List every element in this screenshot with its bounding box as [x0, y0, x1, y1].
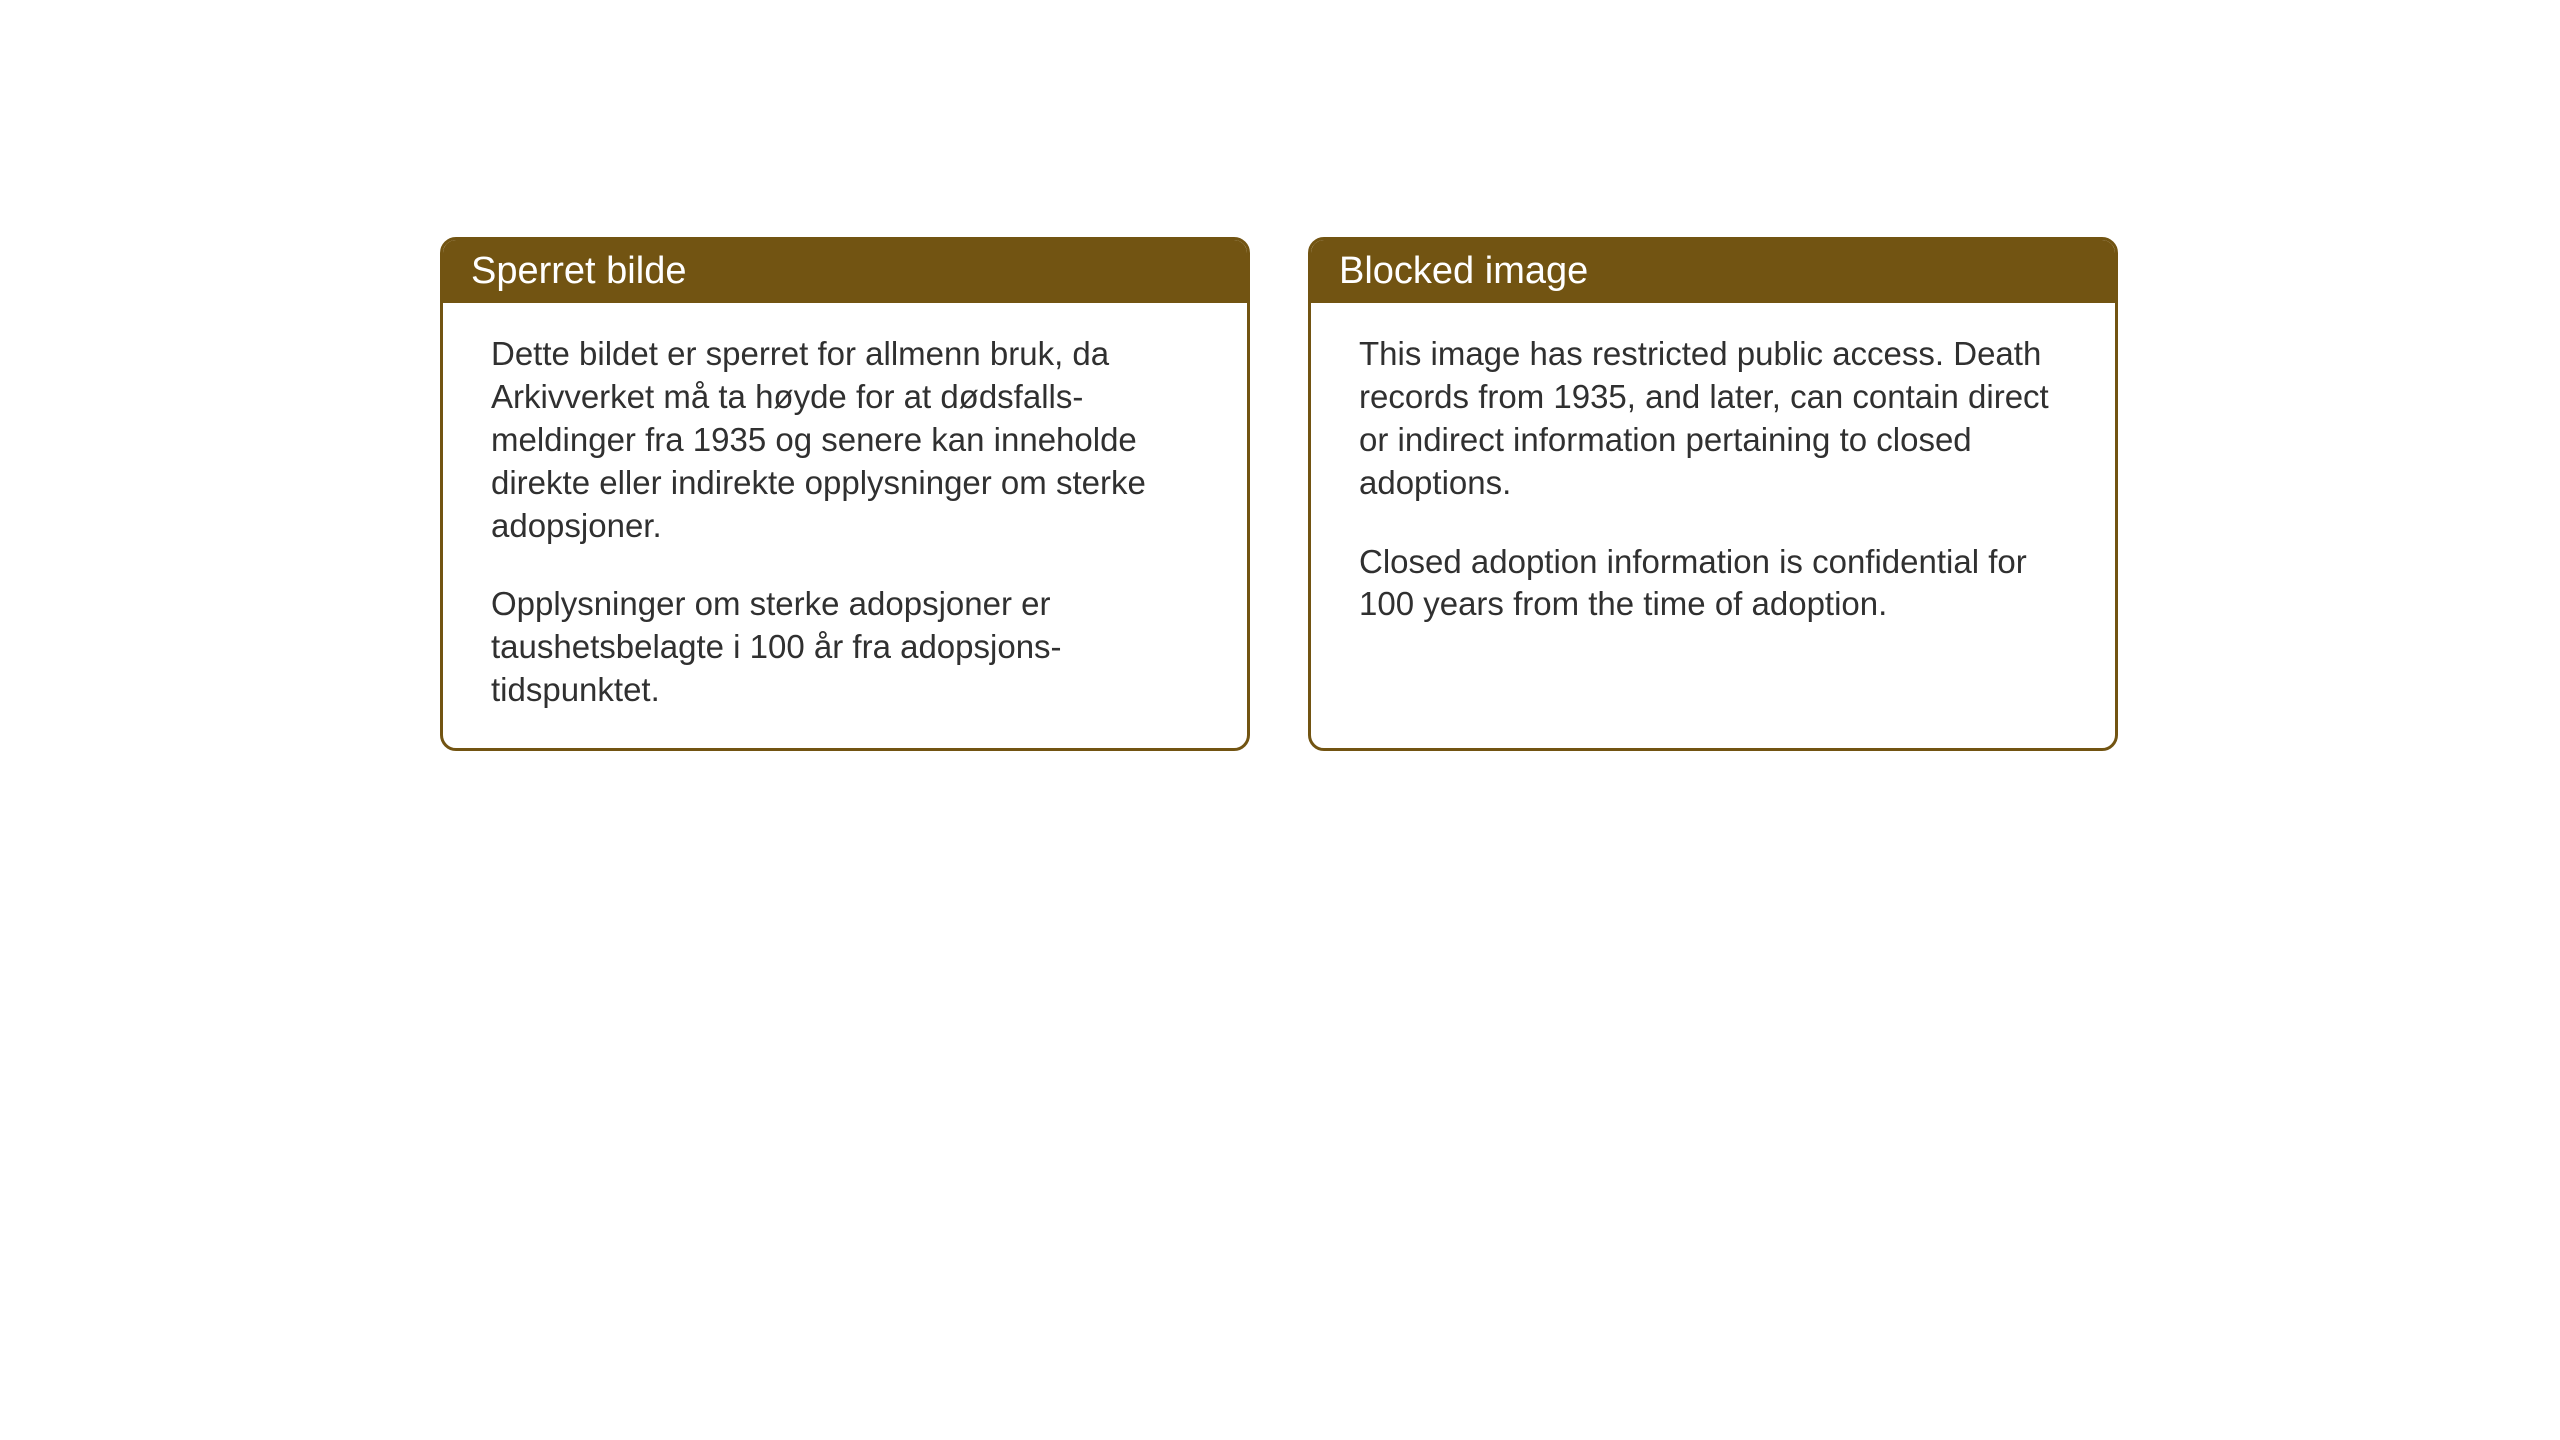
notice-paragraph-2-norwegian: Opplysninger om sterke adopsjoner er tau… [491, 583, 1199, 712]
notice-card-english: Blocked image This image has restricted … [1308, 237, 2118, 751]
notice-header-norwegian: Sperret bilde [443, 240, 1247, 303]
notice-title-english: Blocked image [1339, 250, 1588, 292]
notice-container: Sperret bilde Dette bildet er sperret fo… [440, 237, 2118, 751]
notice-header-english: Blocked image [1311, 240, 2115, 303]
notice-body-norwegian: Dette bildet er sperret for allmenn bruk… [443, 303, 1247, 748]
notice-paragraph-1-norwegian: Dette bildet er sperret for allmenn bruk… [491, 333, 1199, 547]
notice-title-norwegian: Sperret bilde [471, 250, 686, 292]
notice-paragraph-1-english: This image has restricted public access.… [1359, 333, 2067, 505]
notice-paragraph-2-english: Closed adoption information is confident… [1359, 541, 2067, 627]
notice-body-english: This image has restricted public access.… [1311, 303, 2115, 662]
notice-card-norwegian: Sperret bilde Dette bildet er sperret fo… [440, 237, 1250, 751]
